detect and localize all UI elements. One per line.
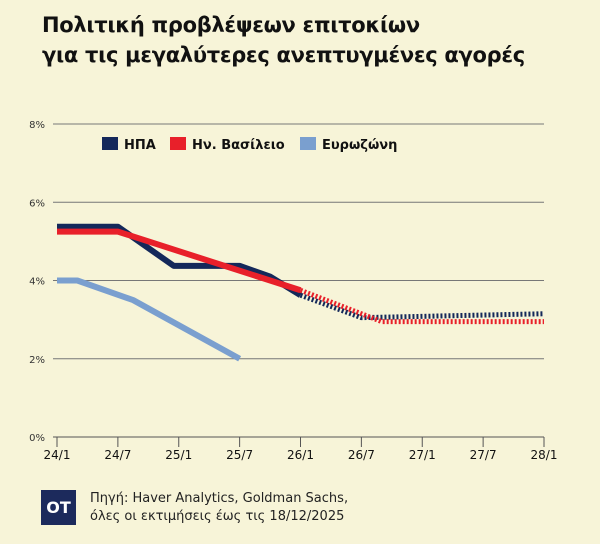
- source-note: Πηγή: Haver Analytics, Goldman Sachs, όλ…: [90, 490, 348, 526]
- series-line-forecast: [299, 292, 545, 321]
- ot-logo: OT: [41, 490, 76, 525]
- series-line-forecast: [299, 287, 544, 325]
- legend-label: ΗΠΑ: [124, 138, 156, 153]
- title-line-1: Πολιτική προβλέψεων επιτοκίων: [42, 13, 420, 37]
- source-line-1: Πηγή: Haver Analytics, Goldman Sachs,: [90, 491, 349, 506]
- x-tick-label: 24/1: [44, 448, 71, 462]
- series-line-solid: [57, 277, 242, 362]
- x-tick-label: 27/1: [409, 448, 436, 462]
- x-tick-label: 25/7: [226, 448, 253, 462]
- y-tick-label: 2%: [29, 355, 45, 366]
- legend-swatch: [170, 137, 186, 150]
- legend-swatch: [102, 137, 118, 150]
- y-tick-label: 0%: [29, 433, 45, 444]
- legend-swatch: [300, 137, 316, 150]
- x-tick-label: 26/1: [287, 448, 314, 462]
- title-line-2: για τις μεγαλύτερες ανεπτυγμένες αγορές: [42, 43, 525, 67]
- y-tick-label: 6%: [29, 198, 45, 209]
- y-tick-label: 8%: [29, 120, 45, 131]
- x-tick-label: 26/7: [348, 448, 375, 462]
- y-tick-label: 4%: [29, 277, 45, 288]
- chart-title: Πολιτική προβλέψεων επιτοκίων για τις με…: [42, 10, 525, 70]
- series-line-solid: [57, 228, 302, 294]
- x-tick-label: 25/1: [165, 448, 192, 462]
- x-tick-label: 28/1: [531, 448, 558, 462]
- x-tick-label: 27/7: [470, 448, 497, 462]
- legend-label: Ευρωζώνη: [322, 138, 397, 153]
- x-tick-label: 24/7: [104, 448, 131, 462]
- source-line-2: όλες οι εκτιμήσεις έως τις 18/12/2025: [90, 509, 345, 524]
- legend-label: Ην. Βασίλειο: [192, 138, 285, 153]
- line-chart: 0% 2% 4% 6% 8% 24/1 24/7 25/1 25/7 26/1 26/7 27/1 27…: [29, 120, 558, 462]
